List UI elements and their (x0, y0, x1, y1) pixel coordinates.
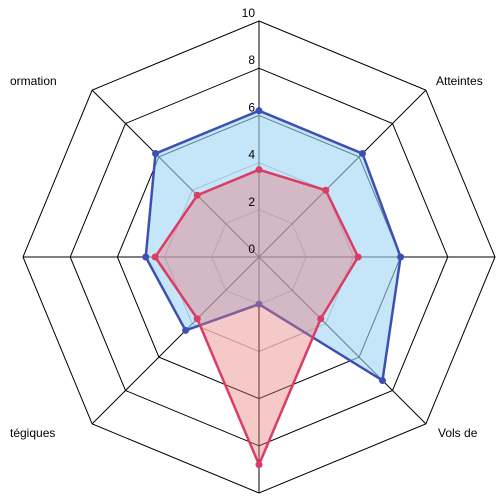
series-0-point-5 (182, 326, 190, 334)
tick-label-2: 2 (248, 195, 255, 209)
axis-label-atteintes: Atteintes (436, 74, 483, 88)
series-0-point-3 (378, 376, 386, 384)
chart-tick-labels: 0 2 4 6 8 10 (242, 6, 256, 256)
series-1-point-7 (193, 191, 201, 199)
chart-series (142, 107, 405, 469)
series-1-point-1 (322, 186, 330, 194)
axis-label-vols-de: Vols de (438, 426, 478, 440)
series-1-point-3 (317, 315, 325, 323)
series-0-point-7 (152, 150, 160, 158)
tick-label-6: 6 (248, 100, 255, 114)
series-1-point-5 (193, 315, 201, 323)
axis-label-formation: ormation (10, 74, 57, 88)
series-1-point-4 (255, 461, 263, 469)
tick-label-10: 10 (242, 6, 256, 20)
tick-label-0: 0 (248, 242, 255, 256)
series-0-point-4 (255, 300, 263, 308)
series-1-point-0 (255, 166, 263, 174)
series-1-point-6 (151, 253, 159, 261)
series-0-point-2 (397, 253, 405, 261)
series-1-point-2 (354, 253, 362, 261)
tick-label-4: 4 (248, 148, 255, 162)
tick-label-8: 8 (248, 53, 255, 67)
series-0-point-6 (142, 253, 150, 261)
series-0-point-1 (358, 150, 366, 158)
axis-label-strategiques: tégiques (10, 426, 56, 440)
series-0-point-0 (255, 107, 263, 115)
